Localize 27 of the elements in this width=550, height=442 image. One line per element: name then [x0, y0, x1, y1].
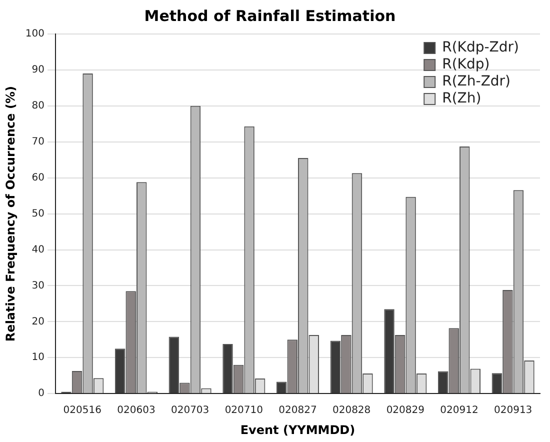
- y-tick-label: 0: [38, 388, 44, 400]
- x-tick-label: 020913: [494, 405, 532, 416]
- legend-label: R(Kdp-Zdr): [442, 40, 519, 56]
- y-tick-label: 20: [32, 316, 44, 328]
- x-axis-title: Event (YYMMDD): [240, 422, 356, 437]
- y-tick-label: 90: [32, 64, 44, 76]
- x-tick-label: 020912: [440, 405, 478, 416]
- x-tick-label: 020827: [278, 405, 317, 416]
- x-tick-label: 020710: [224, 405, 263, 416]
- y-tick-label: 60: [32, 172, 44, 184]
- x-tick-label: 020703: [170, 405, 210, 416]
- chart-title: Method of Rainfall Estimation: [144, 6, 396, 25]
- y-tick-label: 30: [32, 280, 44, 292]
- legend-label: R(Zh): [442, 90, 482, 107]
- y-tick-label: 50: [32, 208, 44, 220]
- y-tick-label: 80: [32, 100, 44, 112]
- x-tick-label: 020828: [332, 405, 371, 416]
- y-tick-label: 70: [32, 136, 44, 148]
- x-tick-label: 020829: [386, 405, 425, 416]
- y-tick-label: 100: [25, 28, 44, 40]
- y-axis-title: Relative Frequency of Occurrence (%): [3, 86, 18, 342]
- y-tick-label: 10: [32, 352, 44, 364]
- x-tick-label: 020516: [63, 405, 102, 416]
- y-tick-label: 40: [32, 244, 44, 256]
- legend-label: R(Zh-Zdr): [442, 74, 511, 90]
- x-tick-label: 020603: [117, 405, 156, 416]
- legend-label: R(Kdp): [442, 56, 490, 73]
